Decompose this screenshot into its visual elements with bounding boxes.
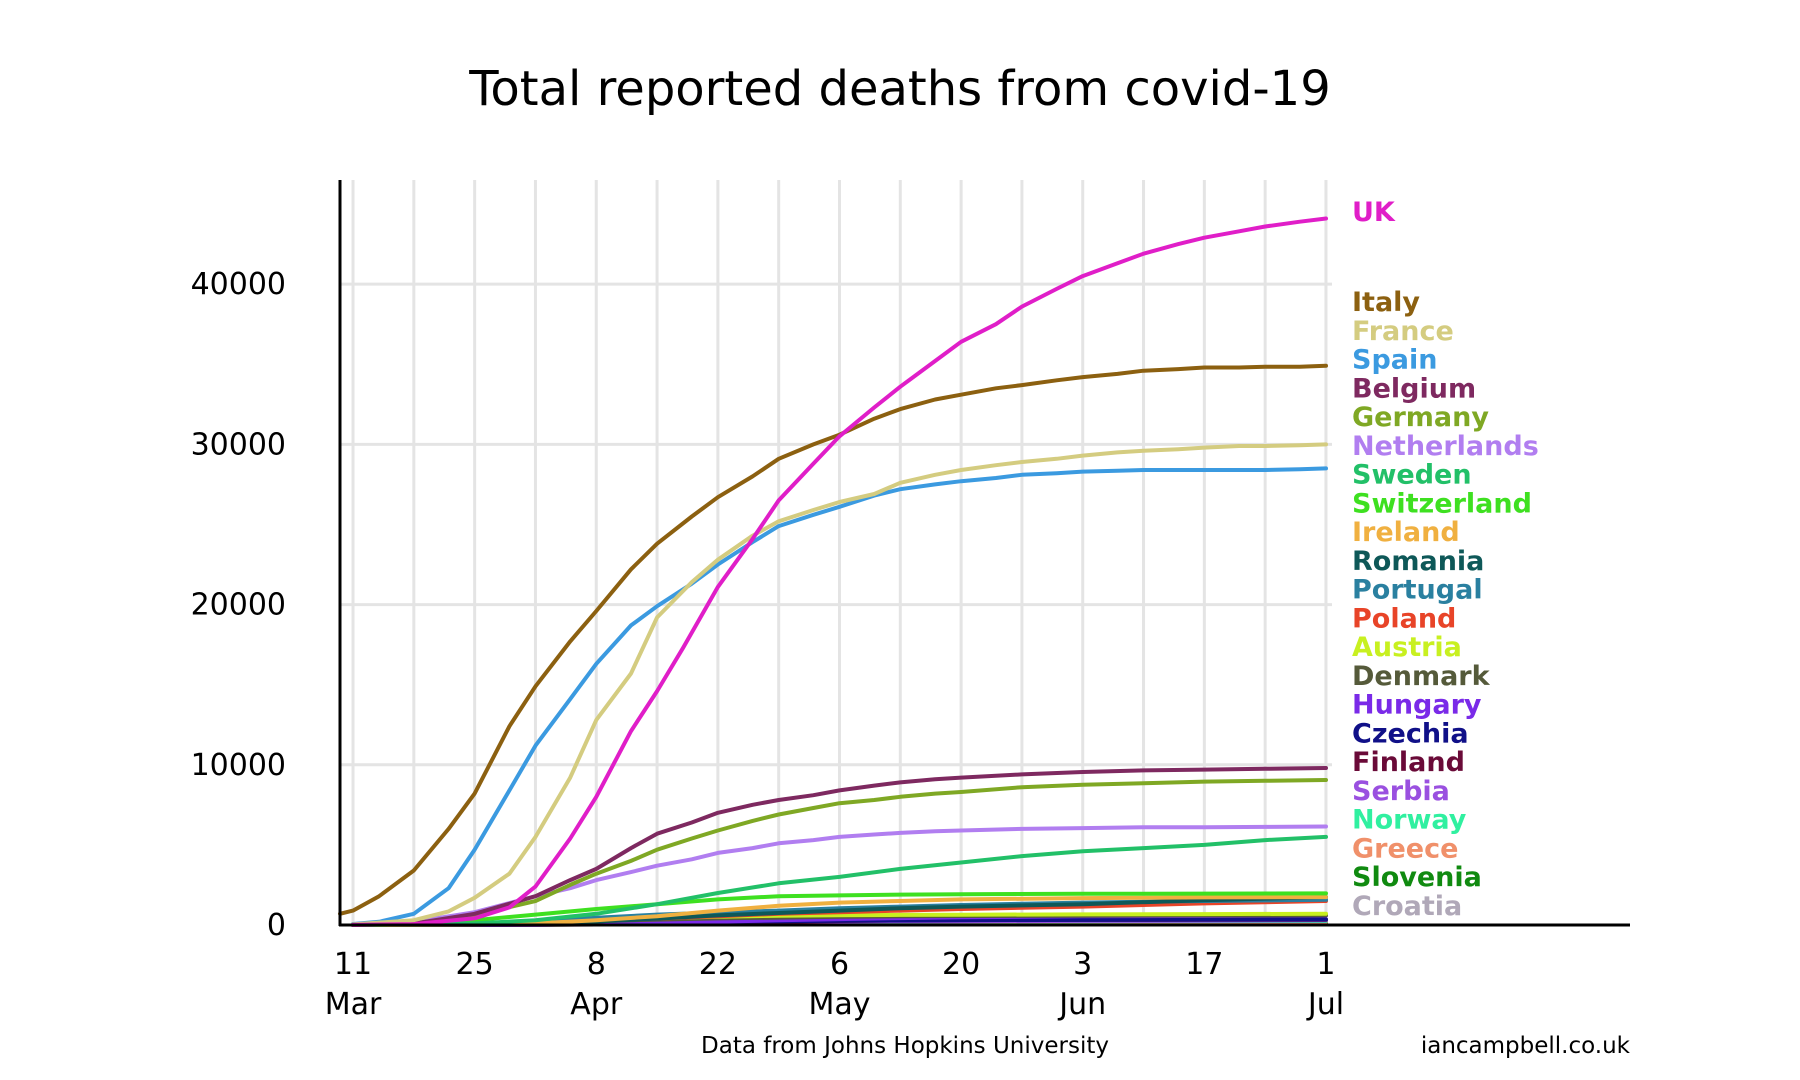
x-axis-ticks: 11 Mar 25 8 Apr 22 6 May 20 3 Jun 17 1 Jul: [325, 947, 1344, 1022]
legend-label-hungary: Hungary: [1352, 690, 1482, 721]
legend-label-greece: Greece: [1352, 833, 1458, 864]
grid-lines: [340, 180, 1332, 925]
x-tick-month-label: May: [808, 987, 870, 1022]
series-line-switzerland: [351, 891, 1328, 927]
chart-title: Total reported deaths from covid-19: [468, 61, 1330, 117]
x-tick-label: 6: [830, 947, 849, 982]
legend-label-switzerland: Switzerland: [1352, 488, 1532, 519]
source-note: Data from Johns Hopkins University: [701, 1033, 1109, 1059]
x-tick-label: 22: [699, 947, 737, 982]
series-line-sweden: [351, 834, 1328, 927]
axes: [338, 180, 1630, 927]
legend-label-serbia: Serbia: [1352, 776, 1450, 807]
y-tick-label: 10000: [191, 748, 286, 783]
legend-label-romania: Romania: [1352, 546, 1484, 577]
legend-label-finland: Finland: [1352, 747, 1465, 778]
y-tick-label: 0: [267, 908, 286, 943]
legend-label-norway: Norway: [1352, 805, 1467, 836]
legend-label-germany: Germany: [1352, 402, 1489, 433]
x-tick-label: 17: [1185, 947, 1223, 982]
legend-label-france: France: [1352, 316, 1454, 347]
series-line-ireland: [351, 895, 1328, 927]
legend-label-belgium: Belgium: [1352, 373, 1476, 404]
legend-label-ireland: Ireland: [1352, 517, 1460, 548]
x-tick-month-label: Jul: [1306, 987, 1344, 1022]
x-tick-label: 25: [456, 947, 494, 982]
legend-label-czechia: Czechia: [1352, 718, 1469, 749]
y-tick-label: 20000: [191, 588, 286, 623]
x-tick-label: 8: [587, 947, 606, 982]
series-line-germany: [351, 778, 1328, 927]
series-line-uk: [351, 216, 1328, 927]
legend-label-poland: Poland: [1352, 603, 1456, 634]
x-tick-label: 3: [1073, 947, 1092, 982]
x-tick-month-label: Apr: [570, 987, 623, 1022]
y-tick-label: 40000: [191, 267, 286, 302]
series-line-spain: [351, 466, 1328, 926]
legend-label-austria: Austria: [1352, 632, 1462, 663]
legend-label-uk: UK: [1352, 197, 1396, 228]
legend-label-croatia: Croatia: [1352, 891, 1462, 922]
x-tick-label: 1: [1316, 947, 1335, 982]
x-tick-month-label: Mar: [325, 987, 382, 1022]
legend-label-sweden: Sweden: [1352, 460, 1472, 491]
legend-label-spain: Spain: [1352, 345, 1437, 376]
legend-label-portugal: Portugal: [1352, 575, 1483, 606]
legend-label-denmark: Denmark: [1352, 661, 1491, 692]
x-tick-label: 20: [942, 947, 980, 982]
credit-text: iancampbell.co.uk: [1421, 1033, 1631, 1059]
series-line-italy: [338, 363, 1328, 916]
x-tick-label: 11: [334, 947, 372, 982]
y-axis-ticks: 0 10000 20000 30000 40000: [191, 267, 286, 943]
legend-label-netherlands: Netherlands: [1352, 431, 1539, 462]
legend-label-slovenia: Slovenia: [1352, 862, 1482, 893]
series-line-france: [351, 442, 1328, 927]
x-tick-month-label: Jun: [1057, 987, 1106, 1022]
series-line-belgium: [351, 766, 1328, 927]
legend-label-italy: Italy: [1352, 287, 1420, 318]
legend: UK ItalyFranceSpainBelgiumGermanyNetherla…: [1352, 197, 1539, 922]
series-lines: [338, 216, 1328, 927]
y-tick-label: 30000: [191, 427, 286, 462]
